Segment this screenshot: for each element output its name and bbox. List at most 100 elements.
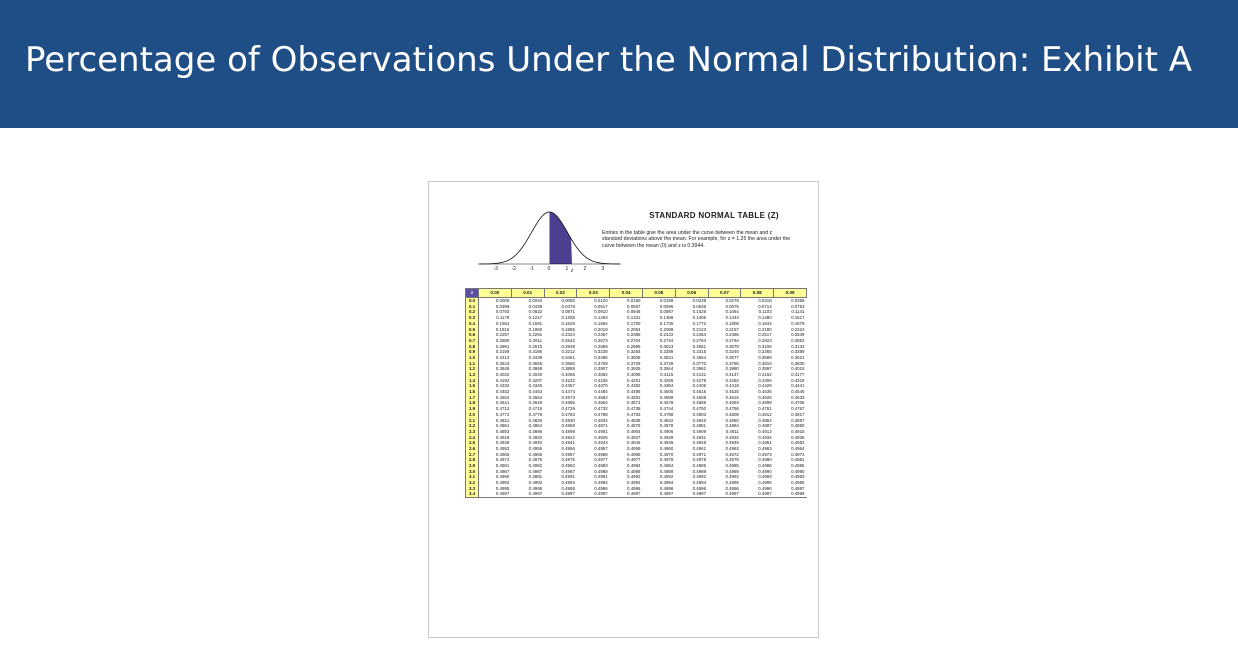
z-table-cell: 0.1591 bbox=[528, 320, 543, 326]
z-table-cell: 0.4772 bbox=[495, 411, 510, 417]
z-table-cell: 0.3106 bbox=[758, 343, 772, 349]
z-table-cell: 0.4599 bbox=[659, 394, 674, 400]
z-table-cell: 0.4949 bbox=[725, 440, 739, 446]
z-table-cell: 0.4838 bbox=[627, 417, 641, 423]
table-row: 3.4 0.4997 0.4997 0.4997 0.4997 0.4997 0.4997 0… bbox=[465, 491, 807, 499]
z-table-cell: 0.4998 bbox=[773, 491, 807, 499]
z-table-cell: 0.4798 bbox=[659, 411, 674, 417]
z-table-row-header: 3.3 bbox=[465, 485, 479, 492]
table-row: 0.5 0.1915 0.1950 0.1985 0.2019 0.2054 0.2088 0… bbox=[465, 326, 807, 333]
z-table-cell: 0.3643 bbox=[495, 360, 510, 366]
z-table-row-header: 0.3 bbox=[465, 315, 479, 321]
z-table-cell: 0.4996 bbox=[758, 485, 772, 491]
z-table-cell: 0.4997 bbox=[791, 485, 805, 491]
z-table-cell: 0.1879 bbox=[791, 320, 805, 326]
table-row: 0.1 0.0398 0.0438 0.0478 0.0517 0.0557 0.0596 0… bbox=[465, 303, 807, 310]
z-table-cell: 0.4956 bbox=[561, 445, 575, 451]
z-table-cell: 0.4946 bbox=[659, 440, 674, 446]
z-table-cell: 0.4463 bbox=[528, 389, 543, 395]
z-table-cell: 0.4162 bbox=[758, 372, 772, 378]
z-table-cell: 0.4616 bbox=[725, 394, 739, 400]
z-table-cell: 0.4993 bbox=[528, 480, 543, 486]
z-table-cell: 0.4987 bbox=[561, 468, 575, 474]
z-table-cell: 0.4995 bbox=[495, 485, 510, 491]
z-table-cell: 0.4990 bbox=[495, 474, 510, 480]
z-table-cell: 0.4989 bbox=[692, 468, 707, 474]
z-table-cell: 0.4761 bbox=[758, 406, 772, 412]
z-table-cell: 0.4515 bbox=[692, 389, 707, 395]
z-table-cell: 0.4082 bbox=[594, 372, 608, 378]
z-table-cell: 0.4978 bbox=[659, 457, 674, 463]
z-table-cell: 0.4857 bbox=[791, 417, 805, 423]
z-table-header-row: z 0.00 0.01 0.02 0.03 0.04 0.05 0.06 0.07 0.08 0.… bbox=[465, 288, 807, 298]
z-table-cell: 0.4767 bbox=[791, 406, 805, 412]
z-table-cell: 0.4535 bbox=[758, 389, 772, 395]
z-table-cell: 0.4699 bbox=[758, 400, 772, 406]
curve-shaded-area bbox=[549, 212, 572, 264]
z-table-cell: 0.4993 bbox=[758, 474, 772, 480]
z-table-cell: 0.4429 bbox=[758, 383, 772, 389]
z-table-cell: 0.4951 bbox=[758, 440, 772, 446]
z-table-cell: 0.4292 bbox=[725, 377, 739, 383]
z-table-cell: 0.1368 bbox=[659, 315, 674, 321]
z-table-cell: 0.4996 bbox=[627, 485, 641, 491]
z-table-cell: 0.3238 bbox=[594, 349, 608, 355]
z-table-cell: 0.2969 bbox=[594, 343, 608, 349]
table-row: 2.9 0.4981 0.4982 0.4982 0.4983 0.4984 0.4984 0… bbox=[465, 462, 807, 469]
z-table-cell: 0.4963 bbox=[758, 445, 772, 451]
z-table-cell: 0.4992 bbox=[692, 474, 707, 480]
z-table-cell: 0.1026 bbox=[692, 309, 707, 315]
z-table-cell: 0.4878 bbox=[659, 423, 674, 429]
z-table-cell: 0.4971 bbox=[692, 451, 707, 457]
z-table-cell: 0.4960 bbox=[659, 445, 674, 451]
z-table-cell: 0.4726 bbox=[561, 406, 575, 412]
z-table-cell: 0.4793 bbox=[627, 411, 641, 417]
z-table-cell: 0.4418 bbox=[725, 383, 739, 389]
z-table-cell: 0.4962 bbox=[725, 445, 739, 451]
z-table-cell: 0.4394 bbox=[659, 383, 674, 389]
z-table-row-header: 0.6 bbox=[465, 332, 479, 338]
z-table-cell: 0.2486 bbox=[725, 332, 739, 338]
z-table-cell: 0.4452 bbox=[495, 389, 510, 395]
z-table-cell: 0.4505 bbox=[659, 389, 674, 395]
z-table-cell: 0.0080 bbox=[561, 298, 575, 304]
table-row: 0.6 0.2257 0.2291 0.2324 0.2357 0.2389 0.2422 0… bbox=[465, 332, 807, 338]
z-table-cell: 0.4967 bbox=[561, 451, 575, 457]
z-table-cell: 0.2123 bbox=[692, 326, 707, 332]
z-table-cell: 0.3389 bbox=[791, 349, 805, 355]
z-table-cell: 0.4995 bbox=[791, 480, 805, 486]
table-row: 1.1 0.3643 0.3665 0.3686 0.3708 0.3729 0.3749 0… bbox=[465, 360, 807, 367]
z-table-cell: 0.0910 bbox=[594, 309, 608, 315]
z-table-cell: 0.4984 bbox=[659, 463, 674, 469]
slide-title: Percentage of Observations Under the Nor… bbox=[25, 40, 1193, 80]
z-table-cell: 0.4066 bbox=[561, 372, 575, 378]
title-banner: Percentage of Observations Under the Nor… bbox=[0, 0, 1238, 128]
curve-z-label: z bbox=[570, 268, 574, 273]
z-table-cell: 0.4968 bbox=[594, 451, 608, 457]
z-table-cell: 0.4738 bbox=[627, 406, 641, 412]
z-table-cell: 0.2794 bbox=[725, 337, 739, 343]
z-table-cell: 0.3749 bbox=[659, 360, 674, 366]
z-table-column-header: 0.05 bbox=[641, 288, 676, 298]
z-table-cell: 0.1255 bbox=[561, 315, 575, 321]
z-table-cell: 0.4756 bbox=[725, 406, 739, 412]
z-table-cell: 0.3264 bbox=[627, 349, 641, 355]
z-table-cell: 0.0948 bbox=[627, 309, 641, 315]
table-row: 2.6 0.4953 0.4955 0.4956 0.4957 0.4959 0.4960 0… bbox=[465, 445, 807, 452]
z-table-cell: 0.4991 bbox=[528, 474, 543, 480]
z-table-cell: 0.4554 bbox=[495, 394, 510, 400]
z-table-cell: 0.4884 bbox=[725, 423, 739, 429]
z-table-row-header: 0.7 bbox=[465, 337, 479, 344]
z-table-cell: 0.4948 bbox=[692, 440, 707, 446]
z-table-cell: 0.3159 bbox=[495, 349, 510, 355]
z-table-cell: 0.4890 bbox=[791, 423, 805, 429]
z-table-cell: 0.4934 bbox=[758, 434, 772, 440]
z-table-cell: 0.4994 bbox=[594, 480, 608, 486]
table-row: 0.3 0.1179 0.1217 0.1255 0.1293 0.1331 0.1368 0… bbox=[465, 315, 807, 321]
z-table-cell: 0.3508 bbox=[627, 354, 641, 360]
z-table-cell: 0.4997 bbox=[642, 491, 676, 499]
z-table-cell: 0.2734 bbox=[659, 337, 674, 343]
z-table-cell: 0.4927 bbox=[627, 434, 641, 440]
z-table-cell: 0.4997 bbox=[511, 491, 545, 499]
z-table-cell: 0.4693 bbox=[725, 400, 739, 406]
